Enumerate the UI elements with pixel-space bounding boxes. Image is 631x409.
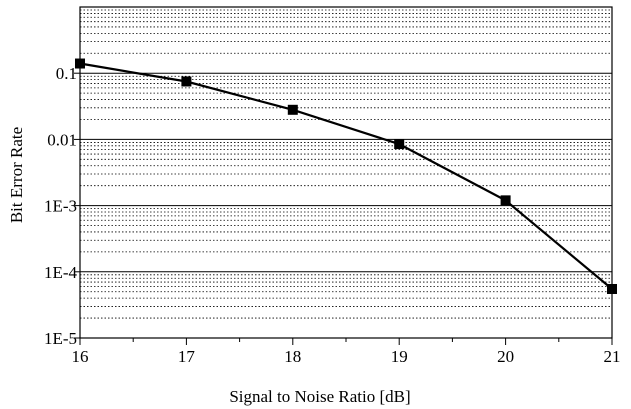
data-point-marker — [607, 283, 617, 294]
y-axis-title: Bit Error Rate — [7, 127, 26, 223]
x-tick-label: 18 — [284, 347, 301, 366]
series-layer — [75, 58, 617, 294]
data-point-marker — [500, 195, 511, 206]
data-point-marker — [287, 104, 298, 115]
y-tick-label: 0.01 — [47, 130, 77, 149]
x-tick-label: 16 — [72, 347, 89, 366]
data-point-marker — [75, 58, 85, 69]
y-axis-ticks: 0.1 0.01 1E-3 1E-4 1E-5 — [44, 64, 80, 348]
x-axis-ticks: 16 17 18 19 20 21 — [72, 338, 621, 366]
plot-frame — [79, 6, 613, 339]
y-tick-label: 0.1 — [56, 64, 77, 83]
y-tick-label: 1E-4 — [44, 263, 78, 282]
y-tick-label: 1E-3 — [44, 197, 77, 216]
x-tick-label: 21 — [604, 347, 621, 366]
major-gridlines — [80, 72, 612, 273]
y-tick-label: 1E-5 — [44, 329, 77, 348]
x-tick-label: 20 — [497, 347, 514, 366]
data-point-marker — [181, 76, 192, 87]
minor-gridlines — [80, 9, 612, 319]
x-axis-title: Signal to Noise Ratio [dB] — [229, 387, 410, 406]
x-tick-label: 17 — [178, 347, 196, 366]
x-tick-label: 19 — [391, 347, 408, 366]
series-line — [79, 62, 613, 290]
data-point-marker — [394, 139, 405, 150]
